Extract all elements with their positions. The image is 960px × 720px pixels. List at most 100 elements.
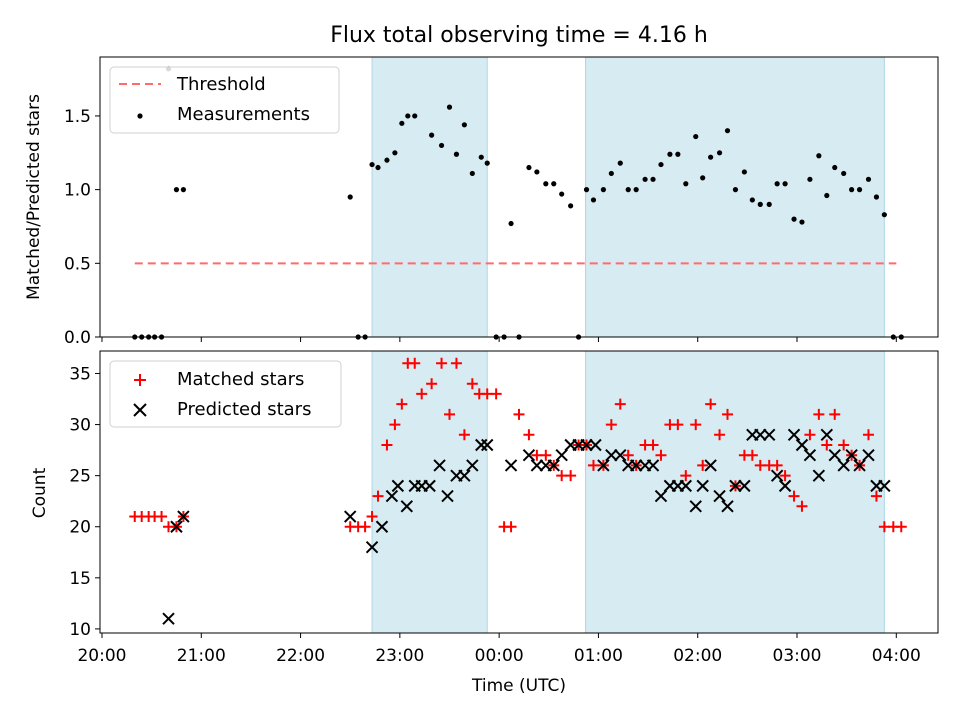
y-tick-label: 1.0	[64, 181, 91, 201]
matched-star-point	[505, 521, 517, 533]
figure-title: Flux total observing time = 4.16 h	[330, 23, 708, 48]
shaded-interval	[371, 56, 488, 338]
measurement-point	[551, 181, 557, 187]
measurement-point	[716, 150, 723, 156]
measurement-point	[608, 170, 614, 177]
measurement-point	[841, 170, 847, 177]
matched-star-point	[690, 419, 702, 431]
predicted-star-point	[646, 459, 660, 472]
measurement-point	[658, 161, 664, 168]
measurement-point	[799, 219, 805, 225]
predicted-star-point	[614, 449, 627, 462]
y-tick-label: 15	[69, 569, 91, 589]
predicted-star-point	[738, 479, 751, 493]
panel-counts-legend: Matched stars Predicted stars	[109, 360, 342, 428]
predicted-star-point	[589, 438, 602, 452]
legend-matched-label: Matched stars	[177, 369, 304, 390]
measurement-point	[774, 181, 780, 187]
matched-star-point	[614, 398, 626, 410]
measurement-point	[757, 201, 763, 207]
matched-star-point	[540, 449, 552, 461]
measurement-point	[824, 192, 830, 199]
predicted-star-point	[441, 489, 454, 503]
predicted-star-point	[853, 459, 866, 472]
x-axis-label: Time (UTC)	[471, 676, 566, 696]
panel-counts-frame	[99, 350, 939, 634]
measurement-point	[856, 187, 863, 193]
matched-star-point	[779, 470, 791, 482]
x-tick-label: 01:00	[574, 646, 623, 666]
legend-measurements-label: Measurements	[177, 104, 310, 125]
predicted-star-point	[597, 459, 610, 472]
predicted-star-point	[555, 449, 568, 462]
matched-star-point	[796, 500, 808, 512]
predicted-star-point	[481, 438, 494, 452]
matched-star-point	[622, 449, 634, 461]
predicted-star-point	[580, 438, 593, 452]
measurement-point	[849, 187, 855, 193]
measurement-point	[832, 164, 838, 171]
measurement-point	[429, 132, 435, 138]
measurement-point	[865, 176, 872, 182]
predicted-star-point	[754, 428, 767, 441]
matched-star-point	[366, 511, 378, 523]
measurement-point	[873, 194, 880, 200]
y-tick-label: 0.0	[64, 328, 91, 348]
y-tick-label: 30	[69, 416, 91, 436]
legend-threshold-label: Threshold	[176, 74, 266, 95]
matched-star-point	[895, 521, 907, 533]
predicted-star-point	[177, 510, 190, 523]
matched-star-point	[436, 357, 448, 369]
predicted-star-point	[845, 449, 858, 462]
x-tick-label: 02:00	[673, 646, 722, 666]
measurement-point	[446, 104, 453, 110]
measurement-point	[534, 169, 540, 175]
panel-ratio: 0.0 0.5 1.0 1.5 Matched/Predicted stars Thr…	[24, 56, 939, 348]
matched-star-point	[605, 419, 617, 431]
matched-star-point	[587, 459, 599, 471]
measurement-point	[749, 197, 755, 203]
matched-star-point	[156, 511, 168, 523]
matched-star-point	[722, 408, 734, 420]
matched-star-point	[746, 449, 758, 461]
measurement-point	[583, 187, 590, 193]
predicted-star-point	[696, 479, 709, 493]
matched-star-point	[523, 429, 535, 441]
matched-star-point	[416, 388, 428, 400]
measurement-point	[478, 154, 484, 160]
measurement-point	[180, 187, 187, 193]
predicted-star-point	[795, 438, 809, 452]
matched-star-point	[565, 470, 577, 482]
y-tick-label: 25	[69, 467, 91, 487]
measurement-point	[782, 181, 788, 187]
matched-star-point	[714, 429, 726, 441]
predicted-star-point	[828, 449, 841, 462]
predicted-star-point	[375, 520, 389, 533]
measurement-point	[700, 175, 706, 181]
shaded-interval	[371, 350, 488, 634]
matched-star-point	[672, 419, 684, 431]
predicted-star-point	[704, 459, 717, 472]
x-tick-label: 03:00	[773, 646, 822, 666]
measurement-point	[683, 181, 689, 187]
predicted-star-point	[365, 540, 379, 554]
measurement-point	[375, 164, 381, 171]
matched-star-point	[813, 408, 825, 420]
predicted-star-point	[400, 500, 414, 513]
x-tick-label: 00:00	[475, 646, 524, 666]
measurement-point	[741, 169, 747, 175]
predicted-star-point	[787, 428, 801, 441]
measurement-point	[384, 157, 390, 163]
predicted-star-point	[629, 459, 643, 472]
y-tick-label: 1.5	[64, 107, 91, 127]
measurement-point	[650, 176, 656, 182]
predicted-star-point	[862, 449, 875, 462]
legend-measurements-swatch	[137, 113, 143, 119]
measurement-point	[642, 176, 648, 182]
matched-star-point	[513, 408, 525, 420]
predicted-star-point	[170, 520, 183, 533]
measurement-point	[369, 161, 375, 168]
matched-star-point	[838, 439, 850, 451]
x-tick-label: 23:00	[375, 646, 424, 666]
